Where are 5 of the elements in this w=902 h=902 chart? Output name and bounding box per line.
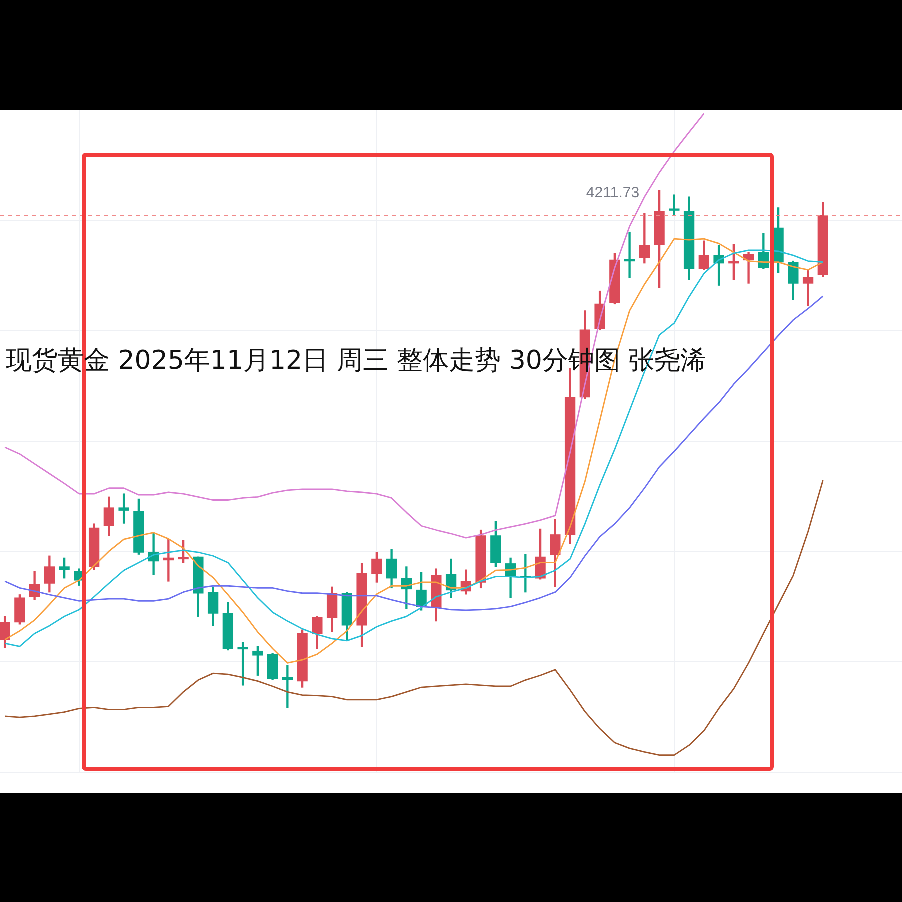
candlestick [802,270,814,306]
candlestick [163,539,174,582]
candlestick [282,665,294,708]
candlestick [624,232,636,278]
annotation: 4211.73 [586,184,640,202]
